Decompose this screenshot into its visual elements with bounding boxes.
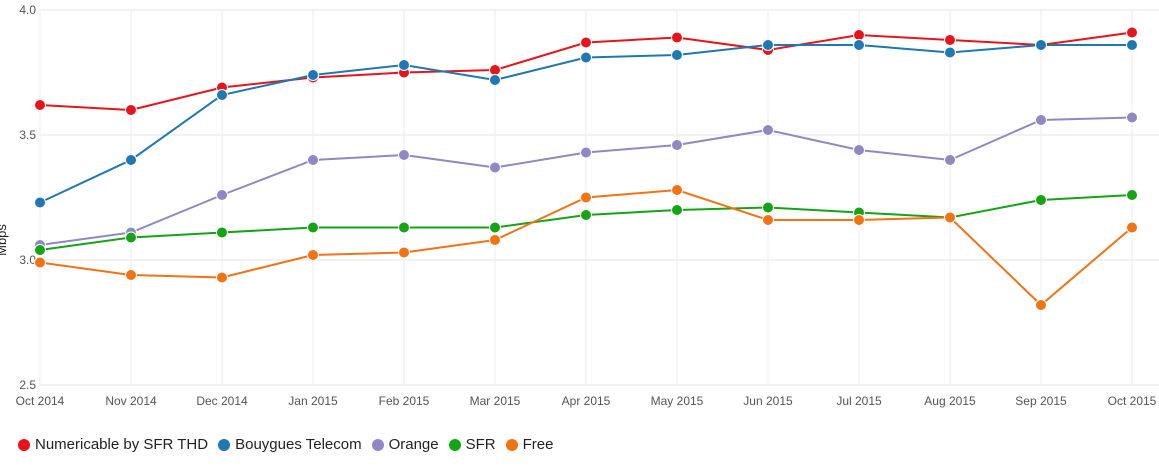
data-point[interactable] (762, 214, 774, 226)
x-tick-label: Dec 2014 (196, 394, 248, 408)
data-point[interactable] (671, 31, 683, 44)
x-tick-label: Aug 2015 (924, 394, 976, 408)
legend-label: Numericable by SFR THD (35, 436, 209, 453)
data-point[interactable] (1035, 39, 1047, 51)
data-point[interactable] (398, 59, 410, 71)
data-point[interactable] (1126, 111, 1138, 124)
series-free (34, 184, 1138, 311)
y-tick-label: 4.0 (19, 3, 36, 17)
data-point[interactable] (580, 51, 592, 64)
line-chart: 2.5 3.0 3.5 4.0 Oct 2014 Nov 2014 Dec 2014 Jan… (0, 3, 1159, 408)
y-axis-ticks: 2.5 3.0 3.5 4.0 (19, 3, 36, 392)
data-point[interactable] (1035, 114, 1047, 126)
data-point[interactable] (489, 161, 501, 174)
data-point[interactable] (853, 214, 865, 226)
x-tick-label: Feb 2015 (379, 394, 430, 408)
legend-dot-icon (505, 438, 518, 451)
data-point[interactable] (1126, 221, 1138, 234)
data-point[interactable] (580, 209, 592, 221)
data-point[interactable] (489, 74, 501, 86)
legend-item[interactable]: Numericable by SFR THD (18, 436, 208, 453)
data-point[interactable] (34, 256, 46, 269)
data-point[interactable] (1126, 26, 1138, 39)
data-point[interactable] (944, 46, 956, 59)
legend-item[interactable]: SFR (448, 436, 496, 453)
data-point[interactable] (125, 104, 137, 116)
legend-label: SFR (465, 436, 496, 453)
series-bouygues-telecom (34, 39, 1138, 209)
x-tick-label: Jan 2015 (288, 394, 338, 408)
series-group (34, 26, 1138, 311)
legend-item[interactable]: Free (505, 436, 554, 453)
legend-dot-icon (18, 438, 30, 451)
x-tick-label: Jul 2015 (836, 394, 882, 408)
data-point[interactable] (307, 154, 319, 166)
data-point[interactable] (853, 144, 865, 156)
legend: Numericable by SFR THD Bouygues Telecom Or… (18, 436, 563, 453)
legend-label: Free (522, 436, 554, 453)
series-orange (34, 111, 1138, 251)
data-point[interactable] (307, 249, 319, 261)
data-point[interactable] (489, 221, 501, 234)
data-point[interactable] (580, 36, 592, 49)
data-point[interactable] (671, 184, 683, 196)
x-tick-label: Sep 2015 (1015, 394, 1067, 408)
data-point[interactable] (398, 149, 410, 161)
legend-dot-icon (448, 438, 461, 451)
data-point[interactable] (307, 221, 319, 234)
data-point[interactable] (34, 244, 46, 256)
data-point[interactable] (944, 211, 956, 224)
x-axis-ticks: Oct 2014 Nov 2014 Dec 2014 Jan 2015 Feb 2015… (16, 394, 1157, 408)
data-point[interactable] (125, 269, 137, 281)
legend-dot-icon (218, 438, 231, 451)
data-point[interactable] (671, 204, 683, 216)
data-point[interactable] (580, 191, 592, 204)
data-point[interactable] (398, 221, 410, 234)
data-point[interactable] (762, 124, 774, 136)
x-tick-label: Apr 2015 (562, 394, 611, 408)
y-tick-label: 2.5 (19, 378, 36, 392)
y-tick-label: 3.0 (19, 253, 36, 267)
x-tick-label: Jun 2015 (743, 394, 793, 408)
data-point[interactable] (944, 34, 956, 46)
data-point[interactable] (762, 39, 774, 51)
data-point[interactable] (580, 146, 592, 159)
y-axis-label: Mbps (0, 224, 9, 256)
data-point[interactable] (853, 39, 865, 51)
y-tick-label: 3.5 (19, 128, 36, 142)
grid-lines (39, 9, 1159, 386)
data-point[interactable] (307, 69, 319, 81)
x-tick-label: May 2015 (651, 394, 704, 408)
data-point[interactable] (1035, 299, 1047, 311)
data-point[interactable] (762, 201, 774, 214)
data-point[interactable] (853, 29, 865, 41)
legend-item[interactable]: Bouygues Telecom (218, 436, 362, 453)
x-tick-label: Nov 2014 (105, 394, 157, 408)
data-point[interactable] (125, 154, 137, 166)
data-point[interactable] (216, 271, 228, 284)
data-point[interactable] (1035, 194, 1047, 206)
data-point[interactable] (671, 49, 683, 61)
x-tick-label: Oct 2014 (16, 394, 65, 408)
legend-label: Bouygues Telecom (235, 436, 362, 453)
data-point[interactable] (671, 139, 683, 151)
data-point[interactable] (34, 196, 46, 209)
data-point[interactable] (1126, 189, 1138, 201)
data-point[interactable] (1126, 39, 1138, 51)
data-point[interactable] (216, 226, 228, 239)
x-tick-label: Mar 2015 (470, 394, 521, 408)
data-point[interactable] (216, 189, 228, 201)
data-point[interactable] (398, 246, 410, 259)
x-tick-label: Oct 2015 (1108, 394, 1157, 408)
data-point[interactable] (34, 99, 46, 111)
data-point[interactable] (944, 154, 956, 166)
data-point[interactable] (489, 64, 501, 76)
data-point[interactable] (216, 89, 228, 101)
data-point[interactable] (489, 234, 501, 246)
legend-label: Orange (388, 436, 439, 453)
legend-dot-icon (371, 438, 384, 451)
legend-item[interactable]: Orange (371, 436, 439, 453)
data-point[interactable] (125, 231, 137, 244)
